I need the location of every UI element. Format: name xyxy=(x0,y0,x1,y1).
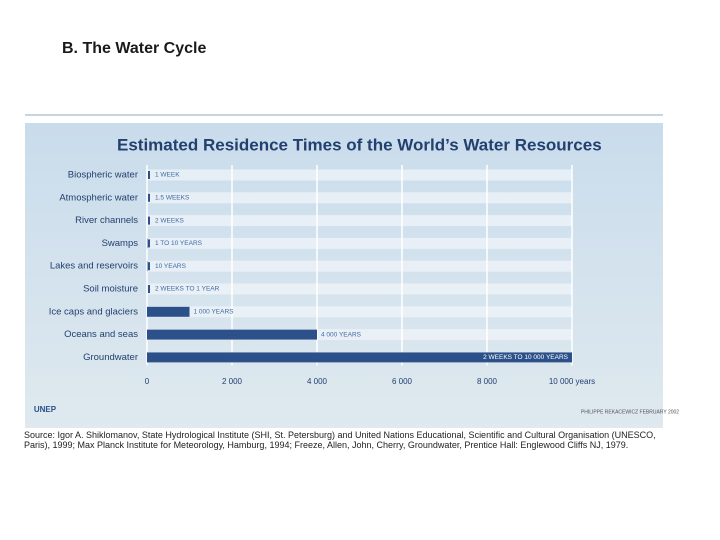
source-note: Source: Igor A. Shiklomanov, State Hydro… xyxy=(24,430,656,450)
row-band xyxy=(147,237,572,249)
value-label: 1 TO 10 YEARS xyxy=(155,240,203,247)
y-tick-label: Ice caps and glaciers xyxy=(49,306,138,317)
value-label: 4 000 YEARS xyxy=(321,331,362,338)
value-label: 1.5 WEEKS xyxy=(155,195,190,202)
row-band xyxy=(147,260,572,272)
value-label: 2 WEEKS TO 10 000 YEARS xyxy=(483,354,569,361)
row-band xyxy=(147,215,572,227)
bar xyxy=(147,352,572,363)
value-label: 1 000 YEARS xyxy=(194,309,235,316)
bar xyxy=(147,329,317,340)
y-tick-label: Swamps xyxy=(102,238,139,249)
y-tick-label: Biospheric water xyxy=(68,170,138,181)
value-label: 1 WEEK xyxy=(155,172,180,179)
x-tick-label: 0 xyxy=(145,377,150,386)
x-tick-label: 10 000 years xyxy=(549,377,595,386)
row-band xyxy=(147,192,572,204)
logo: UNEP xyxy=(34,405,57,414)
y-tick-label: Lakes and reservoirs xyxy=(50,261,138,272)
x-tick-label: 2 000 xyxy=(222,377,243,386)
row-band xyxy=(147,306,572,318)
value-label: 10 YEARS xyxy=(155,263,187,270)
value-label: 2 WEEKS TO 1 YEAR xyxy=(155,286,220,293)
bar xyxy=(147,306,190,317)
y-tick-label: Oceans and seas xyxy=(64,329,138,340)
slide-title: B. The Water Cycle xyxy=(62,40,207,57)
row-band xyxy=(147,329,572,341)
credit: PHILIPPE REKACEWICZ FEBRUARY 2002 xyxy=(581,409,679,415)
y-tick-label: River channels xyxy=(75,215,138,226)
x-tick-label: 4 000 xyxy=(307,377,328,386)
row-band xyxy=(147,169,572,181)
value-label: 2 WEEKS xyxy=(155,217,185,224)
x-tick-label: 6 000 xyxy=(392,377,413,386)
row-band xyxy=(147,283,572,295)
chart-title: Estimated Residence Times of the World’s… xyxy=(117,135,602,154)
y-tick-label: Groundwater xyxy=(83,352,138,363)
y-tick-label: Atmospheric water xyxy=(59,192,138,203)
y-tick-label: Soil moisture xyxy=(83,284,138,295)
x-tick-label: 8 000 xyxy=(477,377,498,386)
